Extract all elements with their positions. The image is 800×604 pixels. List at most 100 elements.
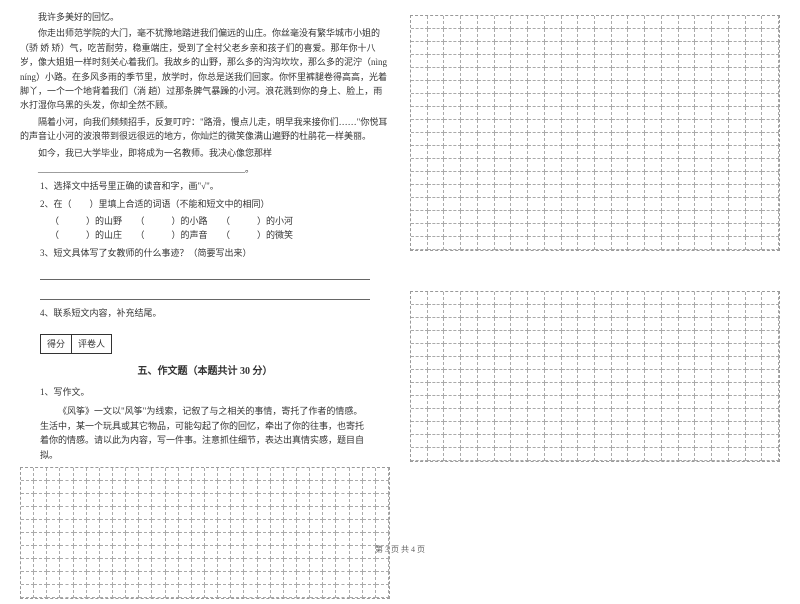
grid-cell: [578, 211, 595, 224]
grid-cell: [545, 357, 562, 370]
grid-cell: [87, 559, 100, 572]
grid-cell: [461, 357, 478, 370]
grid-cell: [495, 198, 512, 211]
grid-cell: [363, 468, 376, 481]
grid-cell: [595, 422, 612, 435]
grid-cell: [562, 370, 579, 383]
grid-cell: [444, 81, 461, 94]
grid-cell: [363, 507, 376, 520]
grid-cell: [34, 507, 47, 520]
grid-cell: [511, 172, 528, 185]
grid-cell: [762, 94, 779, 107]
grid-cell: [428, 292, 445, 305]
grid-cell: [363, 494, 376, 507]
grid-cell: [411, 211, 428, 224]
grid-cell: [152, 481, 165, 494]
grid-cell: [47, 572, 60, 585]
grid-cell: [411, 120, 428, 133]
grid-cell: [511, 120, 528, 133]
grid-cell: [461, 422, 478, 435]
grid-cell: [179, 520, 192, 533]
grid-cell: [166, 468, 179, 481]
grid-cell: [60, 481, 73, 494]
grid-cell: [284, 520, 297, 533]
grid-cell: [428, 331, 445, 344]
grid-cell: [528, 68, 545, 81]
grid-cell: [444, 29, 461, 42]
passage-p2: 你走出师范学院的大门，毫不犹豫地踏进我们偏远的山庄。你丝毫没有繁华城市小姐的（骄…: [20, 26, 390, 112]
grid-cell: [87, 481, 100, 494]
grid-cell: [712, 198, 729, 211]
score-label: 得分: [41, 335, 72, 353]
grid-cell: [244, 559, 257, 572]
grid-cell: [545, 159, 562, 172]
grid-cell: [444, 396, 461, 409]
grid-cell: [762, 68, 779, 81]
grid-cell: [662, 29, 679, 42]
grid-cell: [679, 146, 696, 159]
grid-cell: [428, 94, 445, 107]
grid-cell: [746, 211, 763, 224]
grid-cell: [695, 237, 712, 250]
grid-cell: [461, 344, 478, 357]
grid-cell: [595, 185, 612, 198]
grid-cell: [746, 292, 763, 305]
grid-cell: [511, 422, 528, 435]
grid-cell: [411, 198, 428, 211]
grid-cell: [746, 448, 763, 461]
grid-cell: [762, 159, 779, 172]
grid-cell: [47, 494, 60, 507]
grid-cell: [495, 29, 512, 42]
grid-cell: [428, 448, 445, 461]
grid-cell: [444, 16, 461, 29]
grid-cell: [712, 185, 729, 198]
grid-cell: [411, 237, 428, 250]
grid-cell: [350, 481, 363, 494]
grid-cell: [495, 396, 512, 409]
grid-cell: [712, 237, 729, 250]
grid-cell: [712, 383, 729, 396]
grid-cell: [562, 357, 579, 370]
grid-cell: [21, 507, 34, 520]
grid-cell: [87, 494, 100, 507]
grid-cell: [528, 331, 545, 344]
grid-cell: [628, 120, 645, 133]
grid-cell: [139, 494, 152, 507]
grid-cell: [762, 185, 779, 198]
grid-cell: [444, 185, 461, 198]
grid-cell: [612, 16, 629, 29]
grid-cell: [679, 68, 696, 81]
grid-cell: [628, 94, 645, 107]
grid-cell: [545, 237, 562, 250]
grid-cell: [746, 159, 763, 172]
section-5-title: 五、作文题（本题共计 30 分）: [20, 364, 390, 380]
grid-cell: [528, 344, 545, 357]
grid-cell: [695, 133, 712, 146]
grid-cell: [645, 344, 662, 357]
grid-cell: [411, 331, 428, 344]
grid-cell: [113, 507, 126, 520]
grid-cell: [645, 331, 662, 344]
grid-cell: [478, 94, 495, 107]
grid-cell: [350, 559, 363, 572]
grid-cell: [528, 370, 545, 383]
grid-cell: [461, 305, 478, 318]
grid-cell: [139, 520, 152, 533]
grid-cell: [679, 292, 696, 305]
grid-cell: [612, 305, 629, 318]
grid-cell: [411, 159, 428, 172]
grid-cell: [729, 185, 746, 198]
grid-cell: [695, 146, 712, 159]
grid-cell: [562, 29, 579, 42]
grid-cell: [376, 494, 389, 507]
grid-cell: [495, 292, 512, 305]
grid-cell: [444, 198, 461, 211]
grid-cell: [528, 237, 545, 250]
grid-cell: [545, 16, 562, 29]
grid-cell: [729, 370, 746, 383]
grid-cell: [645, 133, 662, 146]
grid-cell: [729, 396, 746, 409]
grid-cell: [712, 422, 729, 435]
grid-cell: [411, 146, 428, 159]
grid-cell: [628, 237, 645, 250]
